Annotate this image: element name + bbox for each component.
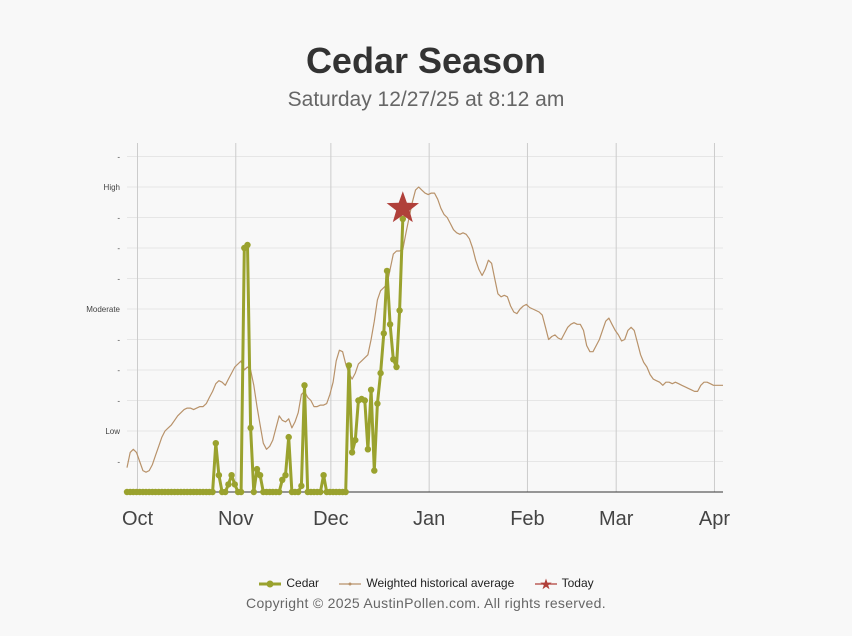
legend-label-today: Today [561, 575, 594, 590]
x-tick-label: Dec [313, 508, 349, 530]
y-tick-label: - [117, 153, 120, 162]
y-tick-label: High [104, 183, 120, 192]
legend-label-historical: Weighted historical average [366, 575, 515, 590]
legend-item-today[interactable]: Today [534, 576, 594, 590]
copyright-notice: Copyright © 2025 AustinPollen.com. All r… [246, 595, 606, 611]
today-star-icon [386, 191, 419, 223]
y-tick-label: - [117, 336, 120, 345]
cedar-point [215, 472, 223, 479]
star-icon [534, 578, 557, 589]
x-tick-label: Feb [510, 508, 544, 530]
chart-subtitle: Saturday 12/27/25 at 8:12 am [287, 88, 565, 111]
x-tick-label: Mar [599, 508, 634, 530]
cedar-season-chart: Oct Nov Dec Jan Feb Mar Apr - Low - - - Moderate - - - H… [86, 143, 730, 530]
cedar-point [352, 436, 359, 444]
y-tick-label: - [117, 366, 120, 375]
historical-line-icon [339, 582, 362, 586]
cedar-point [386, 321, 394, 328]
legend-label-cedar: Cedar [286, 575, 320, 590]
cedar-point [212, 440, 219, 447]
cedar-point [237, 488, 245, 496]
cedar-point [222, 488, 229, 496]
y-tick-label: - [117, 458, 120, 467]
legend-item-cedar[interactable]: Cedar [258, 576, 319, 590]
cedar-point [367, 386, 375, 393]
cedar-point [244, 241, 251, 249]
y-tick-label: Low [105, 427, 120, 436]
cedar-point [320, 472, 327, 479]
cedar-point [364, 446, 372, 453]
cedar-point [282, 472, 289, 479]
cedar-point [374, 400, 381, 407]
y-tick-label: - [117, 244, 120, 253]
y-tick-label: Moderate [86, 305, 120, 314]
cedar-point [279, 476, 286, 483]
chart-title: Cedar Season [305, 40, 547, 81]
cedar-point [345, 362, 353, 369]
cedar-point [276, 488, 283, 496]
y-tick-label: - [117, 275, 120, 284]
cedar-point [348, 449, 356, 456]
cedar-point [342, 488, 349, 496]
cedar-point [253, 465, 261, 473]
cedar-point [390, 356, 397, 363]
historical-average-line [126, 186, 723, 473]
cedar-point [380, 330, 387, 337]
legend-item-historical[interactable]: Weighted historical average [338, 576, 514, 590]
cedar-line [127, 218, 405, 494]
cedar-point [247, 424, 254, 432]
y-tick-label: - [117, 214, 120, 223]
cedar-point [396, 307, 403, 314]
x-tick-label: Nov [218, 508, 254, 530]
cedar-point [209, 488, 216, 496]
cedar-point [317, 488, 324, 496]
cedar-point [361, 397, 368, 404]
cedar-point [399, 215, 406, 223]
y-tick-label: - [117, 397, 120, 406]
cedar-point [228, 472, 235, 479]
cedar-point [371, 467, 378, 474]
cedar-point [231, 481, 238, 488]
cedar-point [393, 363, 400, 371]
x-tick-label: Apr [699, 508, 730, 530]
cedar-point [295, 488, 302, 496]
x-tick-label: Oct [122, 508, 154, 530]
cedar-point [285, 433, 292, 441]
cedar-point [383, 267, 391, 275]
chart-legend: Cedar Weighted historical average Today [0, 575, 852, 590]
x-tick-label: Jan [413, 508, 445, 530]
cedar-line-icon [259, 580, 282, 588]
cedar-point [250, 488, 257, 496]
cedar-point [298, 482, 305, 490]
cedar-point [225, 481, 232, 488]
cedar-point [301, 382, 308, 389]
cedar-point [256, 472, 264, 479]
cedar-point [377, 369, 384, 377]
